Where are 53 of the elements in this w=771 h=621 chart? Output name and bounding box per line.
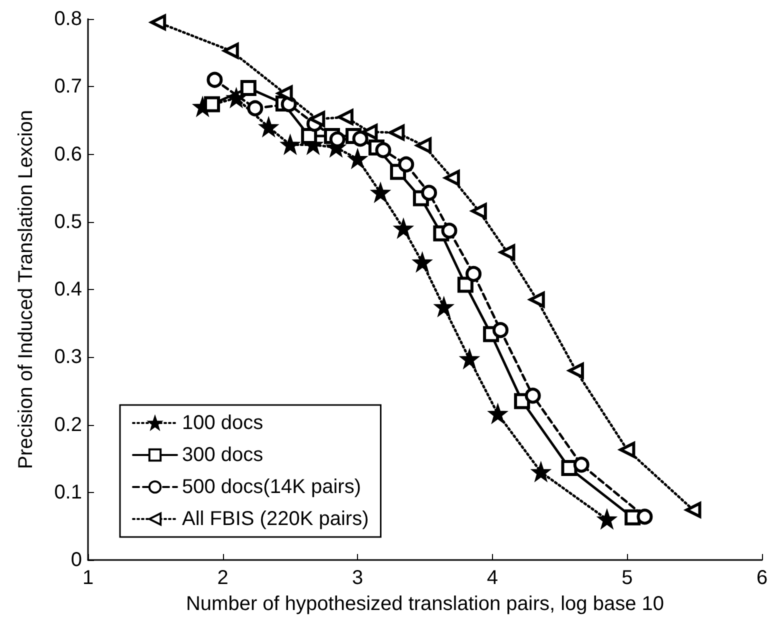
- x-tick-label: 4: [486, 567, 498, 589]
- y-tick-label: 0.5: [54, 210, 82, 233]
- point: [470, 203, 487, 220]
- point: [444, 170, 460, 186]
- point: [398, 156, 414, 172]
- x-tick-label: 1: [82, 567, 94, 589]
- point: [573, 456, 590, 473]
- point: [492, 322, 508, 338]
- point: [466, 266, 482, 282]
- x-tick-label: 3: [352, 567, 364, 589]
- point: [499, 244, 516, 260]
- point: [375, 142, 392, 158]
- point: [204, 96, 220, 112]
- point: [421, 184, 438, 201]
- point: [150, 14, 166, 30]
- point: [337, 109, 354, 126]
- legend-label: 100 docs: [182, 412, 264, 434]
- y-axis-title: Precision of Induced Translation Lexcion: [15, 110, 37, 470]
- point: [362, 124, 378, 140]
- point: [528, 292, 545, 308]
- point: [685, 502, 702, 518]
- point: [568, 362, 584, 379]
- y-tick-label: 0.3: [54, 346, 82, 368]
- point: [441, 222, 458, 239]
- point: [457, 276, 474, 293]
- y-tick-label: 0.7: [54, 76, 82, 98]
- y-tick-label: 0.6: [54, 143, 82, 166]
- point: [388, 124, 405, 141]
- point: [524, 388, 541, 404]
- x-axis-title: Number of hypothesized translation pairs, log base 10: [186, 593, 664, 615]
- point: [636, 508, 653, 525]
- point: [222, 42, 239, 59]
- x-tick-label: 5: [622, 567, 633, 589]
- y-tick-label: 0.8: [54, 8, 82, 30]
- point: [206, 72, 223, 88]
- point: [619, 442, 636, 458]
- point: [416, 137, 432, 154]
- y-tick-label: 0.2: [54, 414, 82, 436]
- point: [240, 80, 256, 96]
- y-tick-label: 0: [70, 549, 82, 571]
- point: [352, 130, 368, 147]
- legend-label: All FBIS (220K pairs): [182, 508, 369, 530]
- legend-label: 500 docs(14K pairs): [182, 476, 361, 498]
- point: [301, 128, 318, 144]
- legend-label: 300 docs: [182, 444, 264, 466]
- x-tick-label: 2: [217, 567, 228, 589]
- point: [276, 85, 293, 102]
- y-tick-label: 0.4: [54, 278, 82, 300]
- y-tick-label: 0.1: [54, 481, 82, 504]
- point: [561, 460, 578, 476]
- x-tick-label: 6: [756, 567, 768, 589]
- point: [309, 111, 326, 128]
- point: [247, 100, 264, 116]
